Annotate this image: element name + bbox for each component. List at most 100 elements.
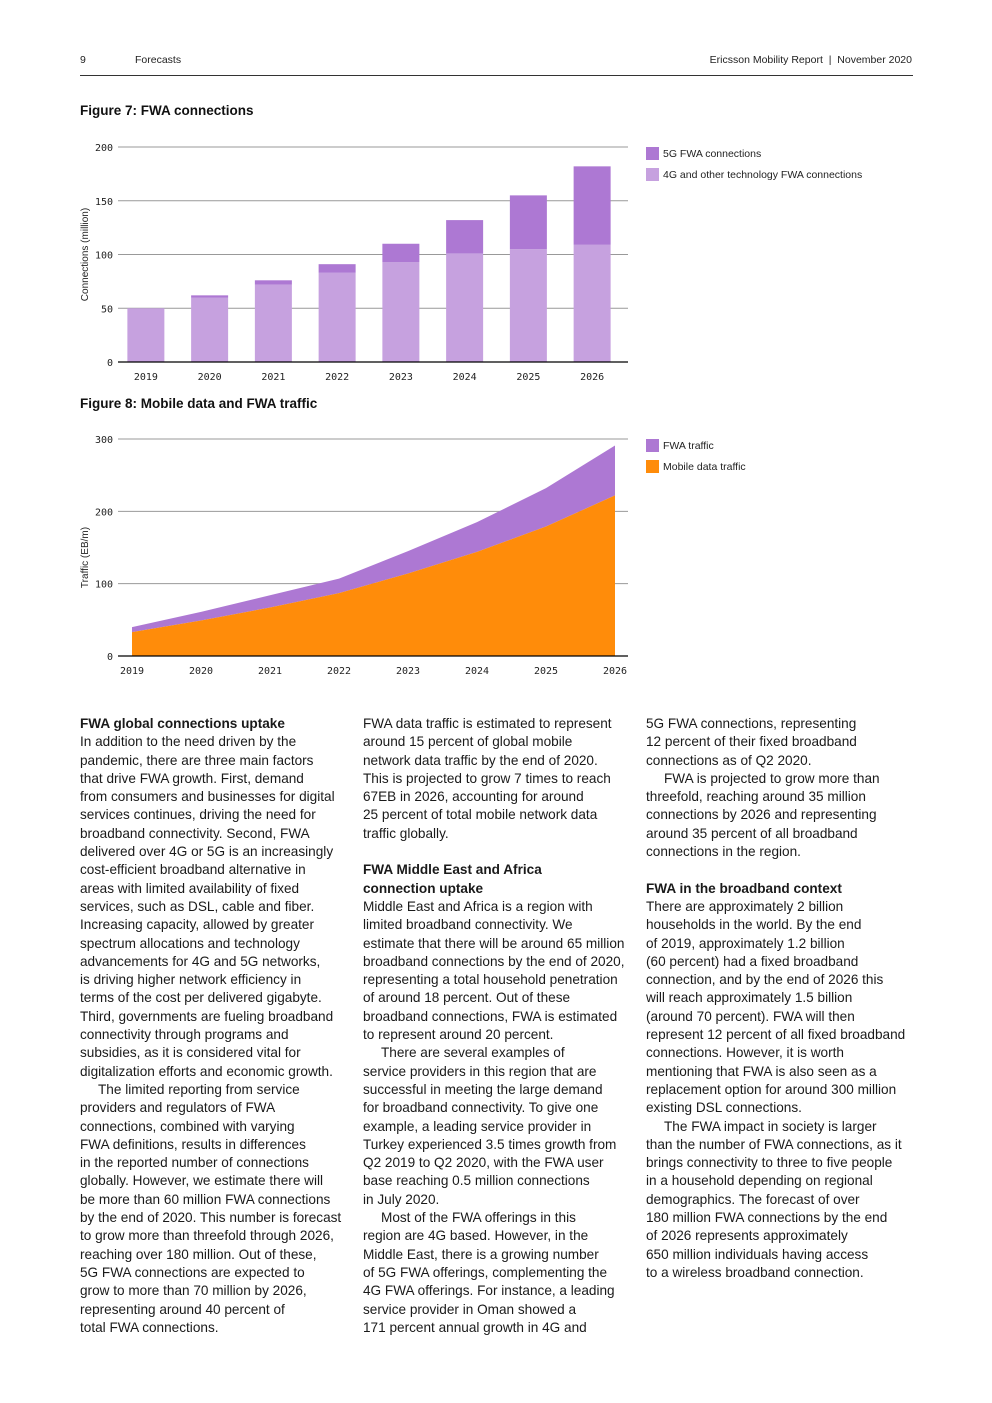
bar-4g-2025 bbox=[509, 249, 547, 362]
y-tick-label: 100 bbox=[95, 251, 113, 262]
legend-item-5g: 5G FWA connections bbox=[646, 143, 862, 164]
header-rule bbox=[80, 75, 913, 76]
text-column-2: FWA data traffic is estimated to represe… bbox=[363, 715, 653, 1337]
body-text-line: 25 percent of total mobile network data bbox=[363, 807, 598, 823]
y-axis-label: Connections (million) bbox=[80, 208, 91, 301]
body-text-line: There are several examples of bbox=[381, 1045, 565, 1061]
body-text-line: FWA is projected to grow more than bbox=[664, 770, 880, 786]
body-text-line: Turkey experienced 3.5 times growth from bbox=[363, 1136, 617, 1152]
text-column-3: 5G FWA connections, representing 12 perce… bbox=[646, 715, 936, 1282]
body-text-line: pandemic, there are three main factors bbox=[80, 752, 314, 768]
body-text-line: region are 4G based. However, in the bbox=[363, 1228, 589, 1244]
x-tick-label: 2021 bbox=[261, 372, 285, 383]
x-tick-label: 2025 bbox=[534, 666, 558, 677]
body-text-line: mentioning that FWA is also seen as a bbox=[646, 1063, 877, 1079]
x-tick-label: 2022 bbox=[327, 666, 351, 677]
traffic-chart: 0 100 200 300 Traffic (EB/m) 2019 2020 2021 2022… bbox=[80, 435, 628, 677]
body-text-line: areas with limited availability of fixed bbox=[80, 880, 300, 896]
body-text-line: in a household depending on regional bbox=[646, 1173, 873, 1189]
body-text-line: connections, combined with varying bbox=[80, 1118, 295, 1134]
body-text-line: The limited reporting from service bbox=[98, 1081, 300, 1097]
x-tick-label: 2021 bbox=[258, 666, 282, 677]
body-text-line: around 15 percent of global mobile bbox=[363, 734, 573, 750]
body-text-line: connection, and by the end of 2026 this bbox=[646, 972, 884, 988]
body-text-line: connections. However, it is worth bbox=[646, 1045, 844, 1061]
legend-swatch-4g bbox=[646, 168, 659, 181]
body-text-line: than the number of FWA connections, as i… bbox=[646, 1136, 902, 1152]
body-text-line: services continues, driving the need for bbox=[80, 807, 316, 823]
y-tick-label: 200 bbox=[95, 143, 113, 154]
body-text-line: represent 12 percent of all fixed broadb… bbox=[646, 1027, 906, 1043]
bar-5g-2021 bbox=[254, 280, 292, 285]
x-tick-label: 2019 bbox=[120, 666, 144, 677]
body-text-line: digitalization efforts and economic grow… bbox=[80, 1063, 333, 1079]
body-text-line: subsidies, as it is considered vital for bbox=[80, 1045, 301, 1061]
body-text-line: service provider in Oman showed a bbox=[363, 1301, 577, 1317]
body-text-line: brings connectivity to three to five peo… bbox=[646, 1155, 893, 1171]
body-text-line: spectrum allocations and technology bbox=[80, 935, 300, 951]
body-text-line: (60 percent) had a fixed broadband bbox=[646, 953, 859, 969]
x-tick-label: 2024 bbox=[453, 372, 477, 383]
legend-item-fwa-traffic: FWA traffic bbox=[646, 435, 746, 456]
x-tick-label: 2025 bbox=[516, 372, 540, 383]
body-text-line: advancements for 4G and 5G networks, bbox=[80, 953, 321, 969]
section-heading: connection uptake bbox=[363, 880, 484, 896]
body-text-line: to grow more than threefold through 2026… bbox=[80, 1228, 334, 1244]
body-text-line: Most of the FWA offerings in this bbox=[381, 1210, 576, 1226]
bar-4g-2019 bbox=[127, 308, 165, 362]
legend-item-mobile-traffic: Mobile data traffic bbox=[646, 456, 746, 477]
body-text-line: 5G FWA connections are expected to bbox=[80, 1264, 305, 1280]
y-tick-label: 300 bbox=[95, 435, 113, 446]
body-text-line: base reaching 0.5 million connections bbox=[363, 1173, 590, 1189]
legend-label: 5G FWA connections bbox=[663, 147, 762, 160]
body-text-line: of 5G FWA offerings, complementing the bbox=[363, 1264, 608, 1280]
body-text-line: threefold, reaching around 35 million bbox=[646, 789, 866, 805]
legend-swatch-5g bbox=[646, 147, 659, 160]
x-tick-label: 2024 bbox=[465, 666, 489, 677]
spacer bbox=[363, 843, 653, 861]
bar-4g-2021 bbox=[254, 284, 292, 362]
text-column-1: FWA global connections uptake In addition… bbox=[80, 715, 370, 1337]
section-heading: FWA in the broadband context bbox=[646, 880, 842, 896]
body-text-line: is driving higher network efficiency in bbox=[80, 972, 302, 988]
body-text-line: replacement option for around 300 millio… bbox=[646, 1081, 897, 1097]
bar-4g-2024 bbox=[446, 253, 484, 362]
body-text-line: 650 million individuals having access bbox=[646, 1246, 869, 1262]
body-text-line: service providers in this region that ar… bbox=[363, 1063, 597, 1079]
body-text-line: cost-efficient broadband alternative in bbox=[80, 862, 306, 878]
legend-swatch-fwa bbox=[646, 439, 659, 452]
body-text-line: This is projected to grow 7 times to rea… bbox=[363, 770, 611, 786]
body-text-line: around 35 percent of all broadband bbox=[646, 825, 858, 841]
body-text-line: in the reported number of connections bbox=[80, 1155, 309, 1171]
body-text-line: estimate that there will be around 65 mi… bbox=[363, 935, 625, 951]
bar-4g-2020 bbox=[191, 297, 229, 362]
report-date: November 2020 bbox=[837, 54, 912, 66]
figure7-title: Figure 7: FWA connections bbox=[80, 103, 254, 118]
body-text-line: globally. However, we estimate there wil… bbox=[80, 1173, 324, 1189]
body-text-line: will reach approximately 1.5 billion bbox=[646, 990, 853, 1006]
figure8-title: Figure 8: Mobile data and FWA traffic bbox=[80, 396, 318, 411]
body-text-line: Increasing capacity, allowed by greater bbox=[80, 917, 314, 933]
y-tick-label: 0 bbox=[107, 652, 113, 663]
body-text-line: to a wireless broadband connection. bbox=[646, 1264, 864, 1280]
body-text-line: total FWA connections. bbox=[80, 1319, 219, 1335]
body-text-line: FWA definitions, results in differences bbox=[80, 1136, 306, 1152]
body-text-line: grow to more than 70 million by 2026, bbox=[80, 1283, 307, 1299]
body-text-line: connections in the region. bbox=[646, 844, 801, 860]
legend-swatch-mobile bbox=[646, 460, 659, 473]
x-tick-label: 2023 bbox=[389, 372, 413, 383]
body-text-line: of 2019, approximately 1.2 billion bbox=[646, 935, 845, 951]
report-title: Ericsson Mobility Report | November 2020 bbox=[710, 54, 912, 66]
x-tick-label: 2020 bbox=[189, 666, 213, 677]
figure8-legend: FWA traffic Mobile data traffic bbox=[646, 435, 746, 477]
header-separator: | bbox=[828, 54, 832, 66]
body-text-line: 67EB in 2026, accounting for around bbox=[363, 789, 584, 805]
body-text-line: There are approximately 2 billion bbox=[646, 898, 844, 914]
report-name: Ericsson Mobility Report bbox=[709, 54, 823, 66]
bar-4g-2023 bbox=[382, 262, 420, 362]
body-text-line: reaching over 180 million. Out of these, bbox=[80, 1246, 317, 1262]
body-text-line: connections as of Q2 2020. bbox=[646, 752, 812, 768]
page-number: 9 bbox=[80, 54, 86, 66]
section-heading: FWA global connections uptake bbox=[80, 716, 285, 731]
